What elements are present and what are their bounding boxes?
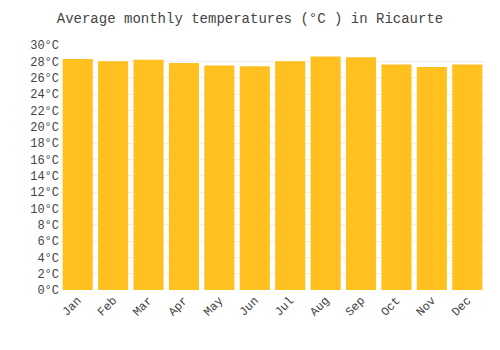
svg-text:18°C: 18°C: [30, 137, 59, 151]
svg-text:Sep: Sep: [343, 294, 368, 319]
svg-text:24°C: 24°C: [30, 88, 59, 102]
svg-text:6°C: 6°C: [37, 235, 59, 249]
svg-text:Jan: Jan: [60, 294, 85, 319]
svg-text:16°C: 16°C: [30, 154, 59, 168]
svg-text:Apr: Apr: [166, 294, 191, 319]
svg-text:28°C: 28°C: [30, 56, 59, 70]
svg-text:Feb: Feb: [95, 294, 120, 319]
svg-text:14°C: 14°C: [30, 170, 59, 184]
svg-text:0°C: 0°C: [37, 284, 59, 298]
svg-text:Oct: Oct: [378, 294, 403, 319]
svg-text:30°C: 30°C: [30, 39, 59, 53]
svg-text:Aug: Aug: [308, 294, 333, 319]
svg-text:Mar: Mar: [130, 294, 155, 319]
svg-text:26°C: 26°C: [30, 72, 59, 86]
svg-text:10°C: 10°C: [30, 203, 59, 217]
svg-text:20°C: 20°C: [30, 121, 59, 135]
svg-text:Jul: Jul: [272, 294, 297, 319]
svg-text:12°C: 12°C: [30, 186, 59, 200]
svg-text:Dec: Dec: [449, 294, 474, 319]
svg-text:22°C: 22°C: [30, 105, 59, 119]
svg-text:4°C: 4°C: [37, 252, 59, 266]
svg-text:Nov: Nov: [414, 294, 439, 319]
svg-text:May: May: [201, 294, 226, 319]
svg-text:8°C: 8°C: [37, 219, 59, 233]
svg-text:Jun: Jun: [237, 294, 262, 319]
svg-text:Average monthly temperatures (: Average monthly temperatures (°C ) in Ri…: [57, 11, 443, 27]
svg-text:2°C: 2°C: [37, 268, 59, 282]
